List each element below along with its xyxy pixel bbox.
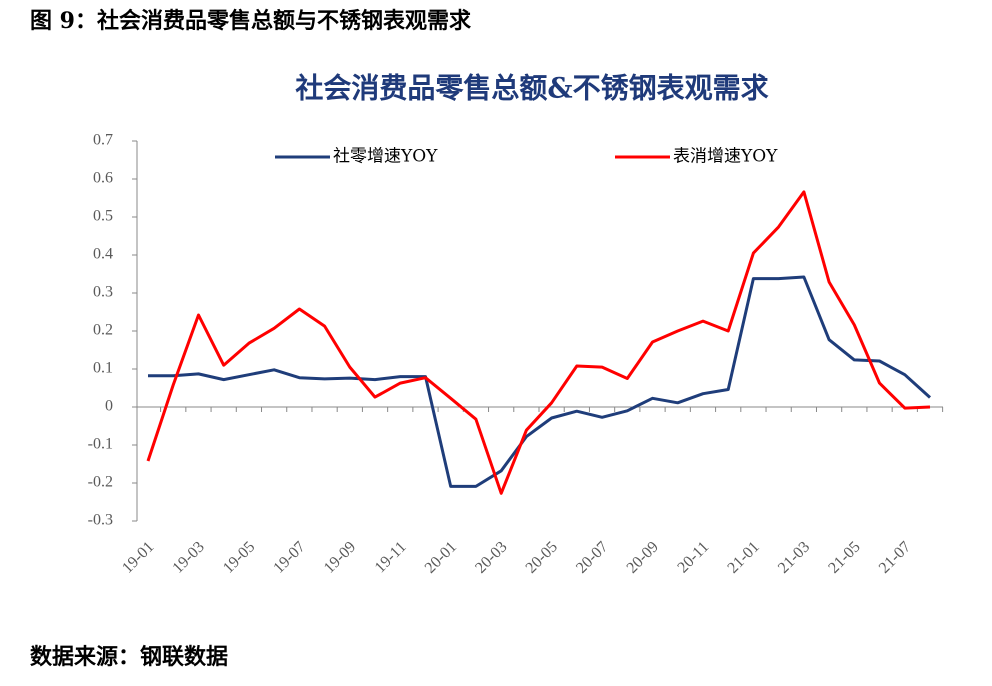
legend-label: 社零增速YOY (333, 147, 438, 167)
source-note: 数据来源：钢联数据 (30, 644, 228, 670)
x-tick-label: 20-07 (573, 538, 611, 576)
x-tick-label: 19-07 (270, 538, 308, 576)
x-tick-label: 19-11 (372, 538, 410, 576)
y-tick-label: 0.5 (93, 208, 113, 225)
y-tick-label: 0.2 (93, 322, 113, 339)
y-tick-label: 0.6 (93, 170, 113, 187)
x-tick-label: 21-03 (775, 538, 813, 576)
legend-label: 表消增速YOY (673, 147, 778, 167)
x-tick-label: 20-03 (472, 538, 510, 576)
x-tick-label: 20-09 (624, 538, 662, 576)
x-tick-label: 19-01 (119, 538, 157, 576)
y-tick-label: -0.3 (88, 512, 113, 529)
y-tick-label: 0.3 (93, 284, 113, 301)
x-tick-label: 21-01 (724, 538, 762, 576)
y-tick-label: 0.7 (93, 132, 113, 149)
y-tick-label: 0 (105, 398, 113, 415)
series-line (146, 190, 931, 495)
y-tick-label: -0.1 (88, 436, 113, 453)
y-tick-label: 0.4 (93, 246, 113, 263)
x-tick-label: 19-09 (321, 538, 359, 576)
x-tick-label: 21-07 (876, 538, 914, 576)
x-tick-label: 21-05 (825, 538, 863, 576)
x-tick-label: 20-01 (422, 538, 460, 576)
chart-title: 社会消费品零售总额&不锈钢表观需求 (295, 72, 768, 105)
series-line (148, 275, 932, 488)
y-tick-label: 0.1 (93, 360, 113, 377)
x-tick-label: 20-05 (523, 538, 561, 576)
x-tick-label: 20-11 (674, 538, 712, 576)
caption: 图 9：社会消费品零售总额与不锈钢表观需求 (30, 8, 471, 34)
x-tick-label: 19-05 (220, 538, 258, 576)
x-tick-label: 19-03 (169, 538, 207, 576)
y-tick-label: -0.2 (88, 474, 113, 491)
